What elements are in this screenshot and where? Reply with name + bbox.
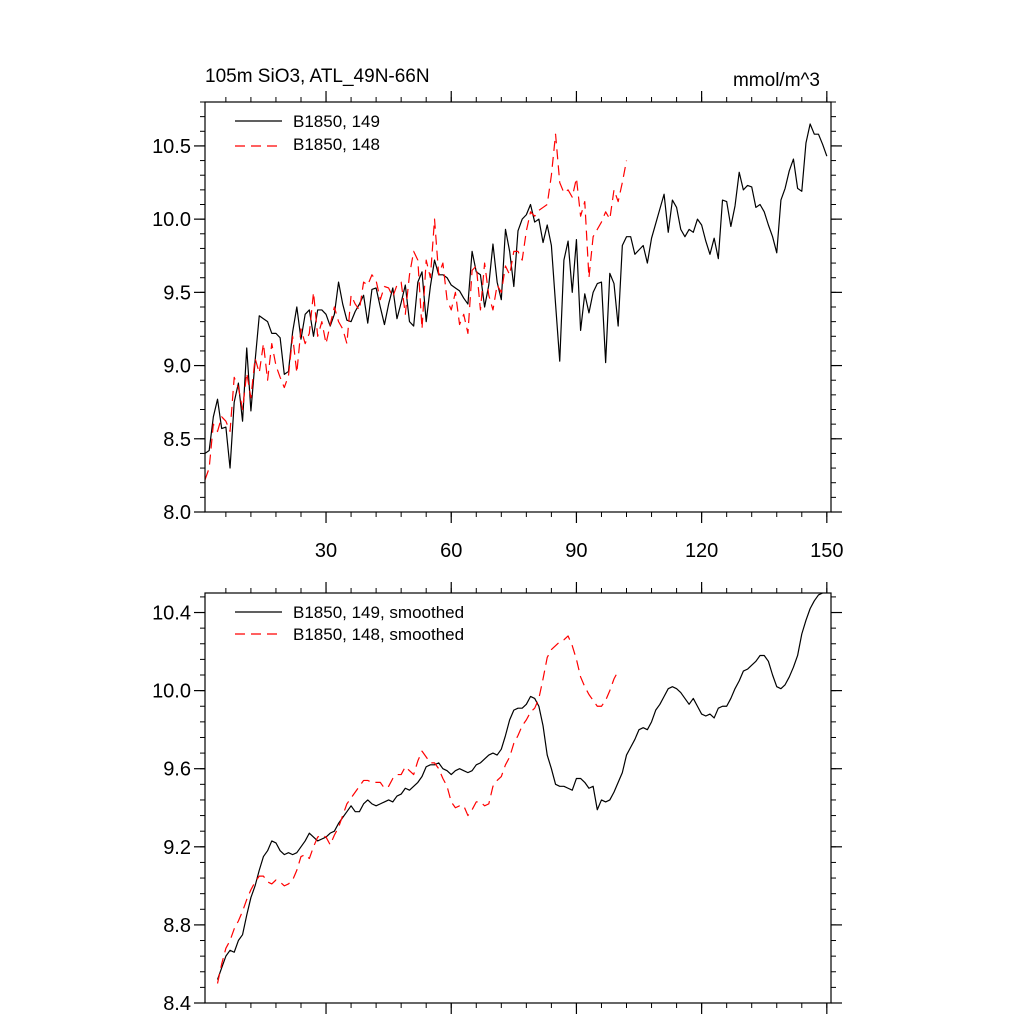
bottom-series-lines xyxy=(216,593,823,984)
y-tick-label: 10.0 xyxy=(152,681,191,703)
series-line-0 xyxy=(205,123,828,469)
y-tick-label: 8.8 xyxy=(163,915,191,937)
top-panel: 105m SiO3, ATL_49N-66N mmol/m^3 8.0 8.5 9.… xyxy=(152,66,843,562)
y-tick-label: 10.4 xyxy=(152,603,191,625)
y-tick-label: 9.6 xyxy=(163,759,191,781)
bottom-panel: 8.4 8.8 9.2 9.6 10.0 10.4 B1850, 149, smoothe… xyxy=(152,582,842,1015)
bottom-legend: B1850, 149, smoothed B1850, 148, smoothe… xyxy=(235,603,464,644)
y-tick-label: 8.4 xyxy=(163,993,191,1015)
y-tick-label: 10.0 xyxy=(152,209,191,231)
x-tick-label: 30 xyxy=(315,540,337,562)
y-tick-label: 8.0 xyxy=(163,502,191,524)
y-tick-label: 9.5 xyxy=(163,282,191,304)
x-tick-label: 60 xyxy=(440,540,462,562)
legend-label-149-smoothed: B1850, 149, smoothed xyxy=(293,603,464,622)
x-tick-label: 120 xyxy=(685,540,718,562)
units-label: mmol/m^3 xyxy=(733,70,820,91)
top-legend: B1850, 149 B1850, 148 xyxy=(235,112,380,154)
legend-label-148-smoothed: B1850, 148, smoothed xyxy=(293,625,464,644)
legend-label-148: B1850, 148 xyxy=(293,135,380,154)
top-ticks: 8.0 8.5 9.0 9.5 10.0 10.5 30 60 90 120 150 xyxy=(152,91,844,562)
top-plot-frame xyxy=(204,101,832,513)
legend-label-149: B1850, 149 xyxy=(293,112,380,131)
x-tick-label: 90 xyxy=(565,540,587,562)
bottom-ticks: 8.4 8.8 9.2 9.6 10.0 10.4 xyxy=(152,582,842,1015)
top-series-lines xyxy=(205,123,828,480)
series-line-1 xyxy=(205,133,628,480)
y-tick-label: 8.5 xyxy=(163,429,191,451)
y-tick-label: 10.5 xyxy=(152,136,191,158)
y-tick-label: 9.2 xyxy=(163,837,191,859)
series-line-1 xyxy=(216,635,619,984)
y-tick-label: 9.0 xyxy=(163,356,191,378)
chart-title: 105m SiO3, ATL_49N-66N xyxy=(205,66,430,87)
series-line-0 xyxy=(216,593,823,980)
x-tick-label: 150 xyxy=(810,540,843,562)
bottom-plot-frame xyxy=(204,592,832,1004)
